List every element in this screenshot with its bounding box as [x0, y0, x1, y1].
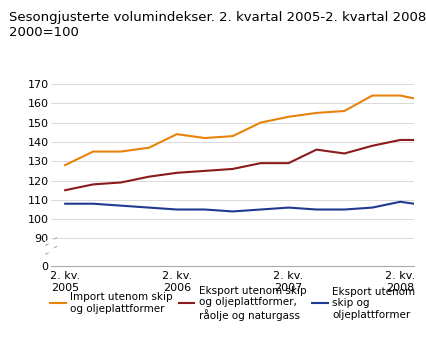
- Legend: Import utenom skip
og oljeplattformer, Eksport utenom skip
og oljeplattformer,
r: Import utenom skip og oljeplattformer, E…: [50, 285, 414, 321]
- Text: Sesongjusterte volumindekser. 2. kvartal 2005-2. kvartal 2008.
2000=100: Sesongjusterte volumindekser. 2. kvartal…: [9, 11, 426, 39]
